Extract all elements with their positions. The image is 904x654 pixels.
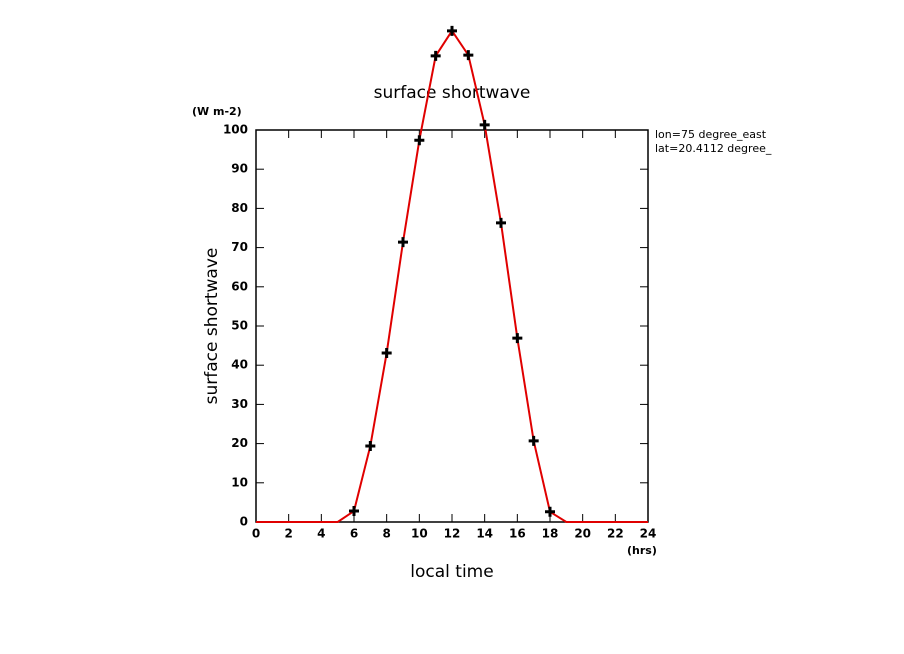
y-tick-label: 70 — [231, 240, 248, 254]
marker — [479, 119, 490, 130]
y-tick-label: 90 — [231, 162, 248, 176]
y-tick-label: 0 — [240, 515, 248, 529]
y-axis-label: surface shortwave — [202, 248, 222, 405]
marker — [512, 333, 523, 344]
y-tick-label: 80 — [231, 201, 248, 215]
marker — [365, 440, 376, 451]
marker — [496, 217, 506, 228]
y-units: (W m-2) — [192, 105, 242, 118]
y-tick-label: 50 — [231, 319, 248, 333]
marker — [463, 50, 474, 61]
y-tick-label: 100 — [223, 123, 248, 137]
marker — [545, 506, 555, 517]
x-tick-label: 14 — [476, 527, 493, 541]
marker — [528, 435, 539, 446]
annotation: lon=75 degree_east — [655, 128, 767, 141]
x-tick-label: 0 — [252, 527, 260, 541]
x-tick-label: 16 — [509, 527, 526, 541]
x-axis-label: local time — [410, 562, 493, 582]
y-tick-label: 30 — [231, 397, 248, 411]
y-tick-label: 10 — [231, 475, 248, 489]
y-tick-label: 60 — [231, 279, 248, 293]
plot-frame — [255, 129, 649, 523]
marker — [414, 135, 425, 146]
x-units: (hrs) — [627, 544, 657, 557]
marker — [381, 348, 392, 359]
marker — [447, 25, 457, 36]
chart-title: surface shortwave — [374, 83, 531, 103]
x-tick-label: 12 — [444, 527, 461, 541]
data-line — [256, 29, 648, 523]
x-tick-label: 18 — [542, 527, 559, 541]
marker — [349, 506, 359, 517]
marker — [430, 50, 441, 61]
x-tick-label: 6 — [350, 527, 358, 541]
y-tick-label: 20 — [231, 436, 248, 450]
x-tick-label: 2 — [284, 527, 292, 541]
x-tick-label: 10 — [411, 527, 428, 541]
x-tick-label: 22 — [607, 527, 624, 541]
annotation: lat=20.4112 degree_ — [655, 142, 772, 155]
x-tick-label: 8 — [382, 527, 390, 541]
marker — [398, 237, 408, 248]
x-tick-label: 4 — [317, 527, 325, 541]
y-tick-label: 40 — [231, 358, 248, 372]
x-tick-label: 24 — [640, 527, 657, 541]
x-tick-label: 20 — [574, 527, 591, 541]
